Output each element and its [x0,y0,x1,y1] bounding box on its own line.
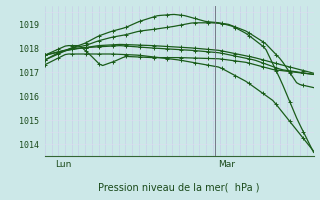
Text: Mar: Mar [218,160,235,169]
Text: Pression niveau de la mer(  hPa ): Pression niveau de la mer( hPa ) [99,183,260,193]
Text: Lun: Lun [56,160,72,169]
